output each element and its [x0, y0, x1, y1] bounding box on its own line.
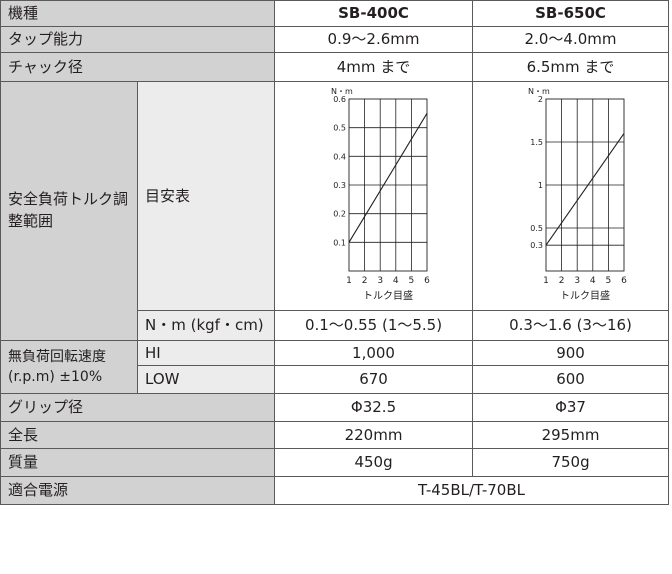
weight-a: 450g: [274, 448, 474, 477]
torque-b: 0.3〜1.6 (3〜16): [472, 310, 670, 341]
spec-table: 機種 SB-400C SB-650C タップ能力 0.9〜2.6mm 2.0〜4…: [0, 0, 670, 505]
label-power: 適合電源: [0, 476, 276, 505]
x-tick-label: 2: [361, 276, 367, 286]
x-tick-label: 3: [574, 276, 580, 286]
speed-low-b: 600: [472, 365, 670, 394]
y-axis-unit-label: N・m: [331, 87, 353, 96]
speed-hi-a: 1,000: [274, 340, 474, 366]
x-tick-label: 6: [424, 276, 430, 286]
y-axis-unit-label: N・m: [528, 87, 550, 96]
row-torque-range: N・m (kgf・cm) 0.1〜0.55 (1〜5.5) 0.3〜1.6 (3…: [1, 310, 670, 341]
x-axis-label: トルク目盛: [363, 289, 413, 302]
label-tap: タップ能力: [0, 26, 276, 53]
y-tick-label: 0.5: [333, 123, 346, 132]
row-power: 適合電源 T-45BL/T-70BL: [0, 476, 670, 505]
label-torque: 安全負荷トルク調整範囲: [0, 81, 138, 341]
y-tick-label: 0.6: [333, 95, 346, 104]
chuck-b: 6.5mm まで: [472, 52, 670, 82]
torque-chart-sb400c: N・m 1 2 3 4 5 6 0.1 0.2 0.3 0.4 0.5 0.6 トルク目盛: [331, 87, 430, 302]
label-model: 機種: [0, 0, 276, 27]
y-tick-label: 1.5: [530, 138, 543, 147]
speed-hi-b: 900: [472, 340, 670, 366]
row-speed-hi: 無負荷回転速度 (r.p.m) ±10% HI 1,000 900: [0, 340, 670, 394]
model-a: SB-400C: [274, 0, 474, 27]
label-hi: HI: [136, 340, 276, 366]
tap-a: 0.9〜2.6mm: [274, 26, 474, 53]
x-tick-label: 4: [392, 276, 398, 286]
speed-low-a: 670: [274, 365, 474, 394]
x-axis-label: トルク目盛: [560, 289, 610, 302]
label-guide: 目安表: [136, 81, 276, 311]
label-chuck: チャック径: [0, 52, 276, 82]
length-b: 295mm: [472, 421, 670, 449]
x-tick-label: 1: [543, 276, 549, 286]
label-torque-units: N・m (kgf・cm): [136, 310, 276, 341]
label-speed: 無負荷回転速度 (r.p.m) ±10%: [0, 340, 138, 394]
row-weight: 質量 450g 750g: [0, 448, 670, 477]
row-torque-chart: 安全負荷トルク調整範囲 目安表 N・m 1 2 3 4 5 6 0.1 0.2 0.3 0.4 0.5…: [0, 81, 670, 341]
row-grip: グリップ径 Φ32.5 Φ37: [0, 393, 670, 422]
y-tick-label: 0.3: [530, 241, 543, 250]
y-tick-label: 0.2: [333, 209, 346, 218]
y-tick-label: 0.4: [333, 152, 346, 161]
label-length: 全長: [0, 421, 276, 449]
label-grip: グリップ径: [0, 393, 276, 422]
label-weight: 質量: [0, 448, 276, 477]
row-model: 機種 SB-400C SB-650C: [0, 0, 670, 27]
y-tick-label: 0.1: [333, 238, 346, 247]
x-tick-label: 2: [558, 276, 564, 286]
label-low: LOW: [136, 365, 276, 394]
x-tick-label: 4: [589, 276, 595, 286]
x-tick-label: 3: [377, 276, 383, 286]
torque-line: [545, 132, 624, 246]
grip-b: Φ37: [472, 393, 670, 422]
x-tick-label: 1: [346, 276, 352, 286]
power-value: T-45BL/T-70BL: [274, 476, 670, 505]
weight-b: 750g: [472, 448, 670, 477]
x-tick-label: 5: [408, 276, 414, 286]
chart-b-cell: N・m 1 2 3 4 5 6 0.3 0.5 1 1.5 2 トルク目盛: [472, 81, 670, 311]
y-tick-label: 1: [537, 181, 542, 190]
model-b: SB-650C: [472, 0, 670, 27]
tap-b: 2.0〜4.0mm: [472, 26, 670, 53]
x-tick-label: 5: [605, 276, 611, 286]
x-tick-label: 6: [621, 276, 627, 286]
row-length: 全長 220mm 295mm: [0, 421, 670, 449]
torque-a: 0.1〜0.55 (1〜5.5): [274, 310, 474, 341]
row-tap: タップ能力 0.9〜2.6mm 2.0〜4.0mm: [0, 26, 670, 53]
grip-a: Φ32.5: [274, 393, 474, 422]
y-tick-label: 0.5: [530, 224, 543, 233]
chuck-a: 4mm まで: [274, 52, 474, 82]
row-chuck: チャック径 4mm まで 6.5mm まで: [0, 52, 670, 82]
y-tick-label: 0.3: [333, 181, 346, 190]
y-tick-label: 2: [537, 95, 542, 104]
torque-line: [348, 112, 427, 243]
chart-a-cell: N・m 1 2 3 4 5 6 0.1 0.2 0.3 0.4 0.5 0.6 トルク目盛: [274, 81, 474, 311]
length-a: 220mm: [274, 421, 474, 449]
